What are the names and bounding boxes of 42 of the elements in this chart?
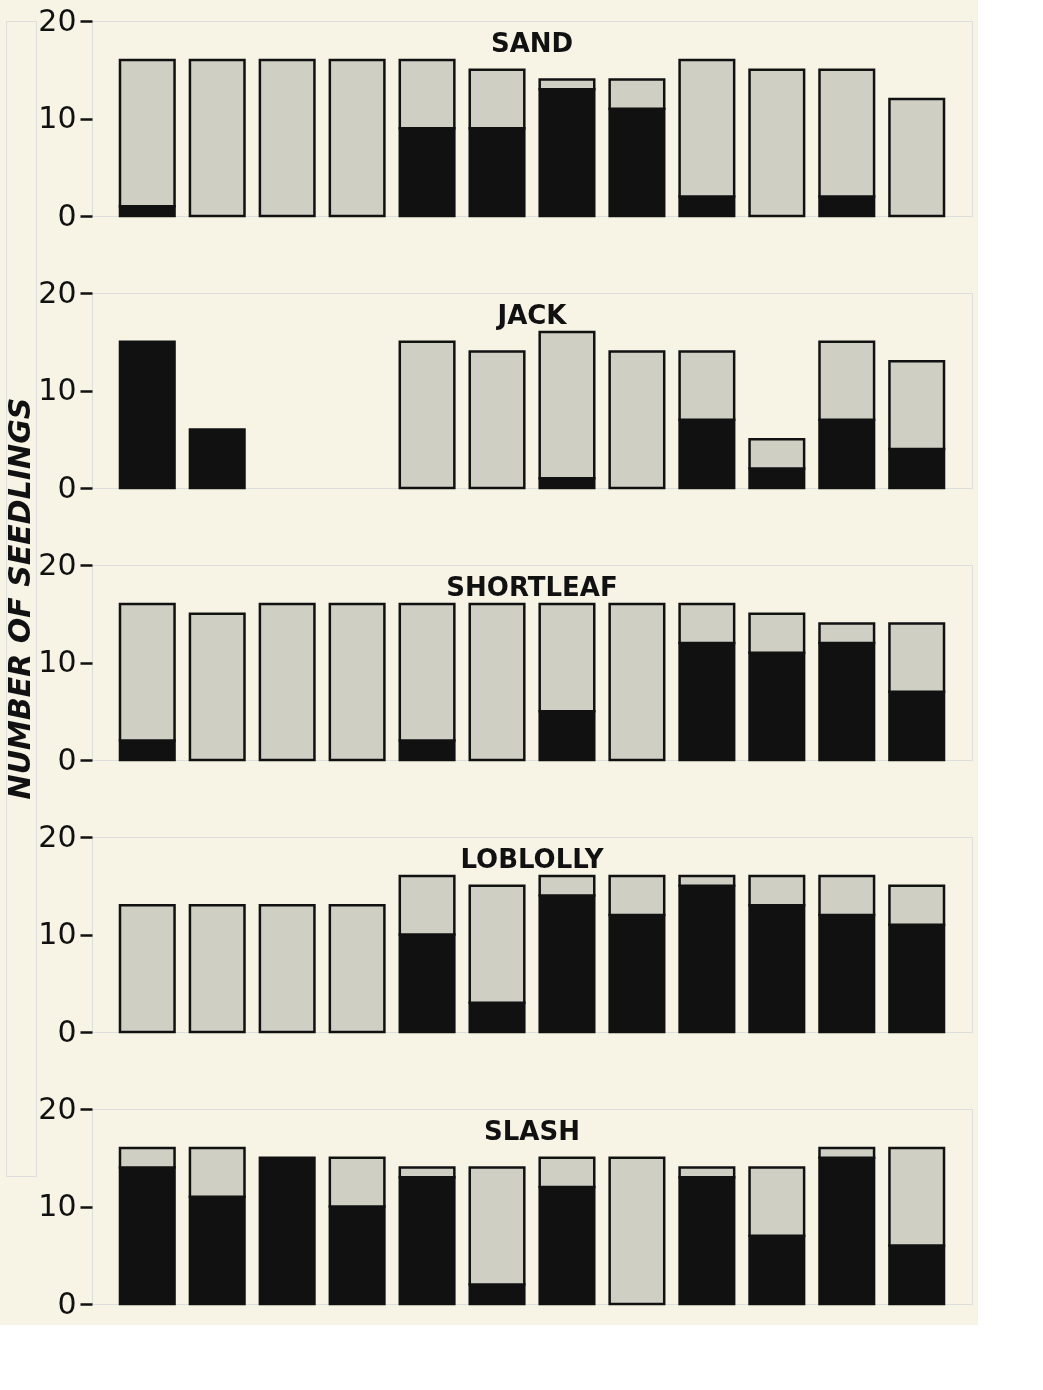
bar <box>188 58 246 218</box>
y-tick-label: 20 <box>38 2 77 38</box>
bar <box>328 58 386 218</box>
bar <box>258 602 316 762</box>
chart-title: LOBLOLLY <box>460 844 605 874</box>
y-tick-label: 10 <box>38 372 77 407</box>
y-tick-label: 20 <box>38 274 77 310</box>
bar <box>258 1156 316 1306</box>
bar <box>468 350 526 490</box>
y-tick-label: 0 <box>57 197 77 233</box>
y-tick-label: 20 <box>38 818 77 854</box>
y-tick-label: 10 <box>38 644 77 679</box>
y-tick-label: 0 <box>57 741 77 777</box>
bar <box>188 904 246 1034</box>
bar <box>748 68 806 218</box>
bar <box>328 602 386 762</box>
chart-title: SLASH <box>484 1116 580 1146</box>
bar <box>608 1156 666 1306</box>
y-tick-label: 10 <box>38 916 77 951</box>
bar <box>608 350 666 490</box>
bar <box>468 602 526 762</box>
bar <box>608 602 666 762</box>
chart-title: SAND <box>490 28 574 58</box>
bar <box>258 58 316 218</box>
y-tick-label: 0 <box>57 469 77 505</box>
bar <box>328 904 386 1034</box>
chart-title: JACK <box>495 300 568 330</box>
y-tick-label: 20 <box>38 546 77 582</box>
bar <box>398 340 456 490</box>
bar <box>888 97 946 218</box>
bar <box>118 904 176 1034</box>
bar <box>118 340 176 490</box>
y-tick-label: 0 <box>57 1013 77 1049</box>
y-tick-label: 10 <box>38 100 77 135</box>
chart-title: SHORTLEAF <box>446 572 618 602</box>
y-tick-label: 0 <box>57 1285 77 1321</box>
bar <box>258 904 316 1034</box>
y-axis-title: NUMBER OF SEEDLINGS <box>2 397 37 800</box>
bar <box>188 428 246 490</box>
y-tick-label: 20 <box>38 1090 77 1126</box>
y-tick-label: 10 <box>38 1188 77 1223</box>
bar <box>188 612 246 762</box>
